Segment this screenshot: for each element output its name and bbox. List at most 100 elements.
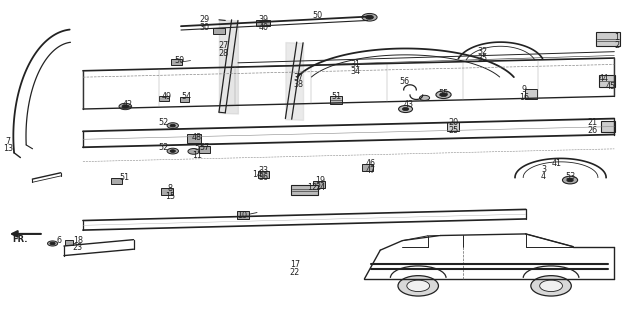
- Text: 15: 15: [165, 191, 175, 201]
- Text: 23: 23: [73, 243, 83, 252]
- Text: 43: 43: [404, 100, 414, 109]
- FancyBboxPatch shape: [256, 20, 270, 26]
- Text: 35: 35: [477, 53, 488, 62]
- Text: 17: 17: [290, 260, 300, 269]
- Text: 40: 40: [258, 23, 268, 32]
- Circle shape: [188, 148, 199, 154]
- Text: 2: 2: [614, 41, 619, 51]
- Text: 54: 54: [181, 92, 191, 101]
- FancyBboxPatch shape: [599, 75, 614, 87]
- Text: 50: 50: [312, 11, 322, 20]
- Circle shape: [407, 280, 430, 292]
- Text: 13: 13: [3, 144, 13, 153]
- Text: 4: 4: [541, 172, 546, 181]
- FancyBboxPatch shape: [291, 186, 318, 195]
- Circle shape: [48, 241, 58, 246]
- Text: 53: 53: [565, 172, 575, 181]
- Circle shape: [122, 105, 129, 108]
- Text: 37: 37: [293, 73, 303, 82]
- FancyBboxPatch shape: [171, 59, 182, 65]
- Text: 8: 8: [168, 184, 172, 193]
- Text: 19: 19: [315, 176, 325, 185]
- Circle shape: [119, 103, 132, 110]
- Text: 25: 25: [448, 125, 458, 134]
- Text: 12: 12: [307, 183, 318, 192]
- FancyBboxPatch shape: [525, 89, 536, 99]
- FancyBboxPatch shape: [162, 188, 172, 196]
- Text: 29: 29: [199, 15, 209, 24]
- Text: 50: 50: [174, 56, 184, 65]
- Circle shape: [440, 93, 448, 97]
- Text: 52: 52: [158, 143, 169, 152]
- Circle shape: [420, 95, 430, 100]
- Text: 16: 16: [519, 93, 529, 102]
- Text: 24: 24: [315, 183, 325, 192]
- Text: 49: 49: [162, 92, 172, 101]
- Circle shape: [171, 150, 175, 152]
- FancyBboxPatch shape: [257, 171, 269, 178]
- Circle shape: [167, 123, 178, 128]
- Text: 55: 55: [438, 89, 449, 98]
- FancyBboxPatch shape: [198, 146, 210, 153]
- Text: 20: 20: [448, 118, 458, 127]
- Text: 36: 36: [258, 173, 268, 182]
- FancyBboxPatch shape: [112, 178, 122, 184]
- Circle shape: [436, 91, 451, 99]
- Text: 51: 51: [120, 173, 130, 182]
- Text: 18: 18: [73, 236, 83, 245]
- Text: 10: 10: [237, 211, 247, 220]
- Text: 47: 47: [366, 166, 376, 175]
- Text: 32: 32: [477, 46, 488, 56]
- FancyBboxPatch shape: [596, 32, 620, 46]
- Circle shape: [366, 15, 373, 19]
- Text: 41: 41: [551, 159, 561, 168]
- Text: 9: 9: [522, 85, 527, 94]
- FancyBboxPatch shape: [179, 97, 188, 102]
- Text: 52: 52: [158, 118, 169, 127]
- FancyBboxPatch shape: [213, 28, 224, 34]
- Text: 1: 1: [614, 33, 619, 42]
- Text: 3: 3: [541, 165, 546, 174]
- FancyBboxPatch shape: [313, 181, 325, 188]
- Text: 30: 30: [200, 23, 209, 32]
- Text: 22: 22: [290, 268, 300, 277]
- Text: FR.: FR.: [12, 235, 28, 244]
- FancyBboxPatch shape: [601, 121, 615, 132]
- Text: 31: 31: [351, 60, 361, 69]
- Circle shape: [540, 280, 562, 292]
- FancyBboxPatch shape: [159, 96, 169, 101]
- Text: 5: 5: [194, 143, 199, 152]
- Circle shape: [167, 148, 178, 154]
- Text: 27: 27: [218, 41, 228, 51]
- Text: 21: 21: [587, 118, 597, 127]
- Text: 11: 11: [192, 151, 202, 160]
- Text: 33: 33: [258, 166, 268, 175]
- Text: 38: 38: [293, 80, 303, 89]
- Circle shape: [171, 124, 175, 127]
- Text: 39: 39: [258, 15, 268, 24]
- Text: 28: 28: [218, 49, 228, 58]
- Circle shape: [50, 242, 55, 245]
- Text: 51: 51: [331, 92, 341, 101]
- FancyBboxPatch shape: [186, 133, 200, 143]
- FancyBboxPatch shape: [236, 212, 249, 220]
- FancyBboxPatch shape: [447, 122, 460, 131]
- Text: 48: 48: [192, 132, 202, 141]
- FancyBboxPatch shape: [330, 96, 342, 104]
- Circle shape: [362, 13, 377, 21]
- Circle shape: [567, 179, 573, 182]
- Circle shape: [403, 108, 409, 111]
- Text: 57: 57: [199, 143, 209, 152]
- Text: 6: 6: [56, 236, 61, 245]
- Text: 46: 46: [366, 159, 376, 168]
- Text: 7: 7: [6, 137, 11, 146]
- Circle shape: [399, 106, 413, 113]
- FancyBboxPatch shape: [65, 240, 74, 245]
- Circle shape: [562, 176, 578, 184]
- Text: 26: 26: [587, 125, 597, 134]
- FancyBboxPatch shape: [362, 164, 373, 171]
- Circle shape: [398, 276, 439, 296]
- Text: 42: 42: [122, 100, 133, 109]
- Text: 34: 34: [351, 67, 361, 76]
- Text: 56: 56: [399, 77, 410, 86]
